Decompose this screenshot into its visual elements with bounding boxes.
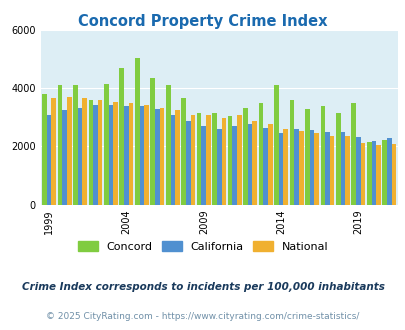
Bar [289, 100, 294, 205]
Bar [366, 142, 371, 205]
Bar [113, 102, 117, 205]
Bar [294, 129, 298, 205]
Bar [67, 97, 71, 205]
Bar [304, 109, 309, 205]
Bar [212, 113, 216, 205]
Bar [159, 108, 164, 205]
Bar [329, 136, 334, 205]
Bar [170, 115, 175, 205]
Bar [51, 98, 56, 205]
Bar [232, 126, 237, 205]
Bar [139, 106, 144, 205]
Bar [243, 108, 247, 205]
Bar [119, 68, 124, 205]
Bar [221, 118, 226, 205]
Bar [201, 126, 206, 205]
Bar [93, 105, 98, 205]
Bar [360, 143, 364, 205]
Bar [190, 115, 195, 205]
Bar [344, 136, 349, 205]
Bar [185, 121, 190, 205]
Bar [104, 83, 109, 205]
Bar [391, 144, 395, 205]
Bar [324, 132, 329, 205]
Bar [124, 106, 128, 205]
Bar [313, 133, 318, 205]
Bar [382, 140, 386, 205]
Bar [98, 100, 102, 205]
Bar [58, 85, 62, 205]
Bar [375, 145, 380, 205]
Bar [206, 115, 210, 205]
Bar [42, 94, 47, 205]
Bar [47, 115, 51, 205]
Bar [175, 110, 179, 205]
Bar [247, 124, 252, 205]
Bar [371, 141, 375, 205]
Bar [88, 100, 93, 205]
Bar [73, 85, 77, 205]
Bar [196, 113, 201, 205]
Bar [150, 78, 155, 205]
Bar [351, 103, 355, 205]
Bar [134, 58, 139, 205]
Legend: Concord, California, National: Concord, California, National [73, 237, 332, 256]
Bar [216, 129, 221, 205]
Bar [298, 131, 303, 205]
Bar [258, 103, 263, 205]
Bar [335, 114, 340, 205]
Bar [267, 124, 272, 205]
Bar [109, 105, 113, 205]
Bar [227, 116, 232, 205]
Bar [181, 98, 185, 205]
Bar [237, 115, 241, 205]
Text: Crime Index corresponds to incidents per 100,000 inhabitants: Crime Index corresponds to incidents per… [21, 282, 384, 292]
Bar [309, 130, 313, 205]
Bar [386, 138, 391, 205]
Bar [273, 85, 278, 205]
Text: Concord Property Crime Index: Concord Property Crime Index [78, 14, 327, 29]
Bar [252, 121, 256, 205]
Bar [82, 98, 87, 205]
Bar [283, 129, 288, 205]
Bar [340, 132, 344, 205]
Text: © 2025 CityRating.com - https://www.cityrating.com/crime-statistics/: © 2025 CityRating.com - https://www.city… [46, 312, 359, 321]
Bar [77, 108, 82, 205]
Bar [62, 111, 67, 205]
Bar [278, 133, 283, 205]
Bar [144, 105, 149, 205]
Bar [355, 137, 360, 205]
Bar [128, 103, 133, 205]
Bar [320, 106, 324, 205]
Bar [155, 109, 159, 205]
Bar [166, 85, 170, 205]
Bar [263, 128, 267, 205]
